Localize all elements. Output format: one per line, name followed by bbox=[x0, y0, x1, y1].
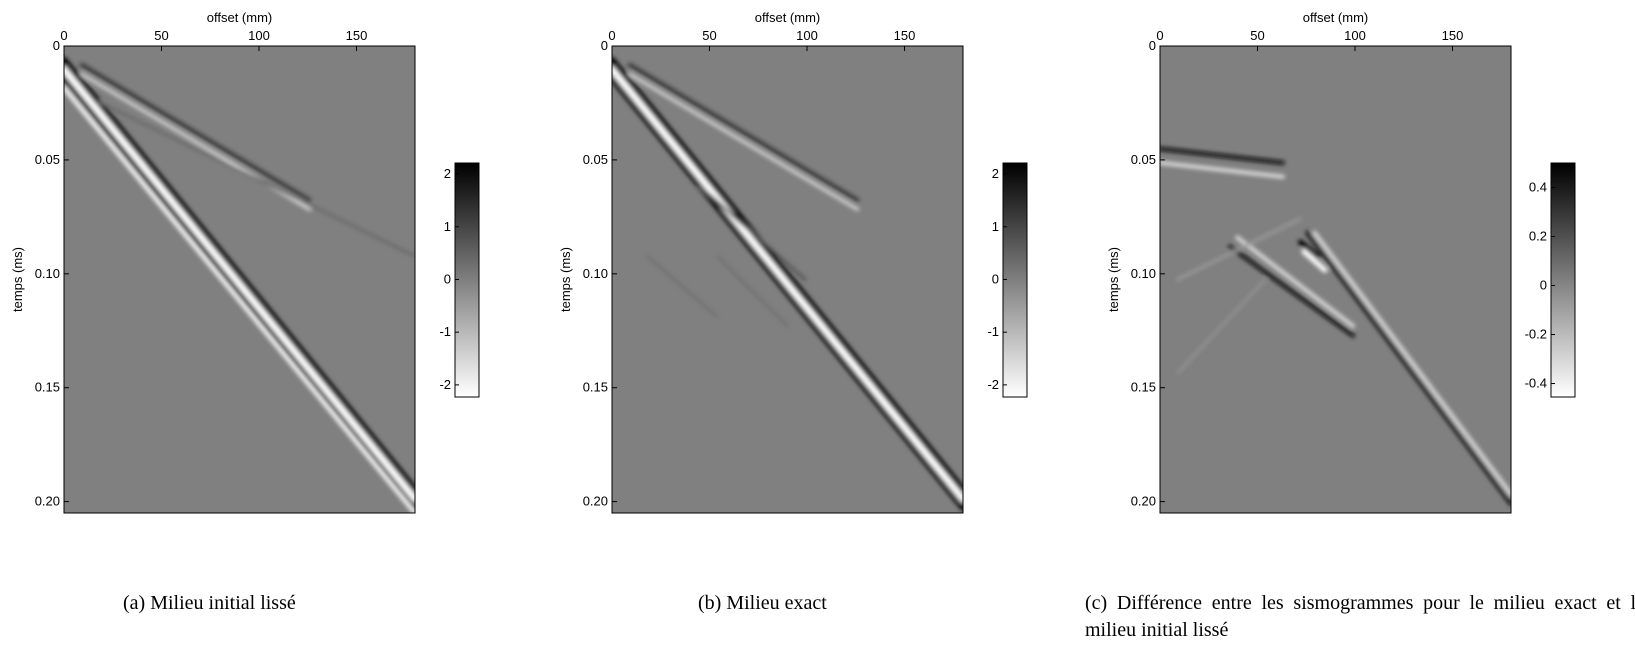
y-tick-label: 0.15 bbox=[35, 380, 60, 395]
colorbar bbox=[454, 162, 480, 398]
axes-frame bbox=[1159, 45, 1512, 514]
wavefront bbox=[80, 63, 312, 202]
y-tick-label: 0.05 bbox=[35, 152, 60, 167]
colorbar-tick-label: -2 bbox=[987, 377, 999, 392]
x-axis-label: offset (mm) bbox=[207, 10, 273, 25]
y-tick-label: 0.20 bbox=[583, 494, 608, 509]
panel: 0 50 100 150 0 0.05 0.10 0.15 0.20 offset (mm) tem… bbox=[10, 10, 480, 514]
colorbar-tick-label: 0 bbox=[1540, 278, 1547, 293]
wavefront bbox=[1228, 244, 1356, 338]
wavefront bbox=[628, 72, 860, 211]
axes-frame bbox=[63, 45, 416, 514]
seismogram bbox=[612, 46, 963, 513]
x-tick-label: 100 bbox=[248, 28, 270, 43]
y-tick-label: 0.05 bbox=[1131, 152, 1156, 167]
colorbar-tick-label: 2 bbox=[992, 166, 999, 181]
seismogram bbox=[1160, 46, 1511, 513]
y-tick-label: 0.10 bbox=[35, 266, 60, 281]
y-axis-label: temps (ms) bbox=[1106, 247, 1121, 312]
colorbar-tick-label: 0.4 bbox=[1529, 180, 1547, 195]
axes-frame bbox=[611, 45, 964, 514]
y-tick-label: 0.20 bbox=[1131, 494, 1156, 509]
wavefront bbox=[1235, 235, 1356, 329]
wavefront bbox=[1176, 278, 1267, 374]
x-tick-label: 50 bbox=[702, 28, 716, 43]
x-axis-label: offset (mm) bbox=[755, 10, 821, 25]
x-tick-label: 100 bbox=[796, 28, 818, 43]
colorbar-tick-label: -1 bbox=[439, 324, 451, 339]
x-tick-label: 100 bbox=[1344, 28, 1366, 43]
wavefront bbox=[612, 76, 963, 511]
colorbar-tick-label: -0.2 bbox=[1525, 327, 1547, 342]
colorbar-tick-label: -2 bbox=[439, 377, 451, 392]
y-axis-label: temps (ms) bbox=[558, 247, 573, 312]
colorbar-tick-label: 0 bbox=[992, 271, 999, 286]
colorbar-tick-label: 2 bbox=[444, 166, 451, 181]
colorbar bbox=[1550, 162, 1576, 398]
wavefront bbox=[1312, 230, 1511, 497]
y-tick-label: 0.15 bbox=[1131, 380, 1156, 395]
wavefront bbox=[1301, 248, 1328, 273]
wavefront bbox=[716, 255, 789, 328]
y-axis-label: temps (ms) bbox=[10, 247, 25, 312]
caption: (c) Différence entre les sismogrammes po… bbox=[1085, 592, 1635, 641]
x-tick-label: 0 bbox=[608, 28, 615, 43]
y-tick-label: 0.15 bbox=[583, 380, 608, 395]
image-bg bbox=[1160, 46, 1511, 513]
x-tick-label: 50 bbox=[154, 28, 168, 43]
y-tick-label: 0.10 bbox=[583, 266, 608, 281]
x-tick-label: 0 bbox=[60, 28, 67, 43]
colorbar-tick-label: 1 bbox=[444, 219, 451, 234]
wavefront bbox=[628, 63, 860, 202]
wavefront bbox=[64, 57, 415, 493]
wavefront bbox=[1160, 146, 1285, 165]
wavefront bbox=[698, 184, 807, 281]
wavefront bbox=[1176, 217, 1302, 281]
panel: 0 50 100 150 0 0.05 0.10 0.15 0.20 offset (mm) tem… bbox=[558, 10, 1028, 514]
wavefront bbox=[64, 86, 415, 513]
x-tick-label: 150 bbox=[894, 28, 916, 43]
x-tick-label: 150 bbox=[1442, 28, 1464, 43]
colorbar-tick-label: -1 bbox=[987, 324, 999, 339]
streaks bbox=[612, 57, 963, 511]
x-tick-label: 50 bbox=[1250, 28, 1264, 43]
streaks bbox=[64, 57, 415, 513]
streaks bbox=[1160, 146, 1511, 506]
wavefront bbox=[612, 66, 963, 502]
wavefront bbox=[1160, 160, 1285, 179]
x-tick-label: 150 bbox=[346, 28, 368, 43]
wavefront bbox=[1297, 239, 1321, 259]
wavefront bbox=[1305, 230, 1511, 506]
colorbar-tick-label: -0.4 bbox=[1525, 376, 1547, 391]
x-axis-label: offset (mm) bbox=[1303, 10, 1369, 25]
seismogram bbox=[64, 46, 415, 513]
wavefront bbox=[612, 57, 963, 493]
colorbar-tick-label: 0.2 bbox=[1529, 229, 1547, 244]
x-tick-label: 0 bbox=[1156, 28, 1163, 43]
y-tick-label: 0.10 bbox=[1131, 266, 1156, 281]
y-tick-label: 0 bbox=[601, 38, 608, 53]
colorbar bbox=[1002, 162, 1028, 398]
wavefront bbox=[64, 76, 415, 511]
wavefront bbox=[97, 100, 415, 258]
caption: (a) Milieu initial lissé bbox=[123, 592, 296, 614]
y-tick-label: 0 bbox=[1149, 38, 1156, 53]
y-tick-label: 0 bbox=[53, 38, 60, 53]
colorbar-tick-label: 1 bbox=[992, 219, 999, 234]
wavefront bbox=[64, 66, 415, 502]
caption: (b) Milieu exact bbox=[698, 592, 827, 614]
colorbar-tick-label: 0 bbox=[444, 271, 451, 286]
wavefront bbox=[646, 255, 719, 318]
y-tick-label: 0.20 bbox=[35, 494, 60, 509]
y-tick-label: 0.05 bbox=[583, 152, 608, 167]
